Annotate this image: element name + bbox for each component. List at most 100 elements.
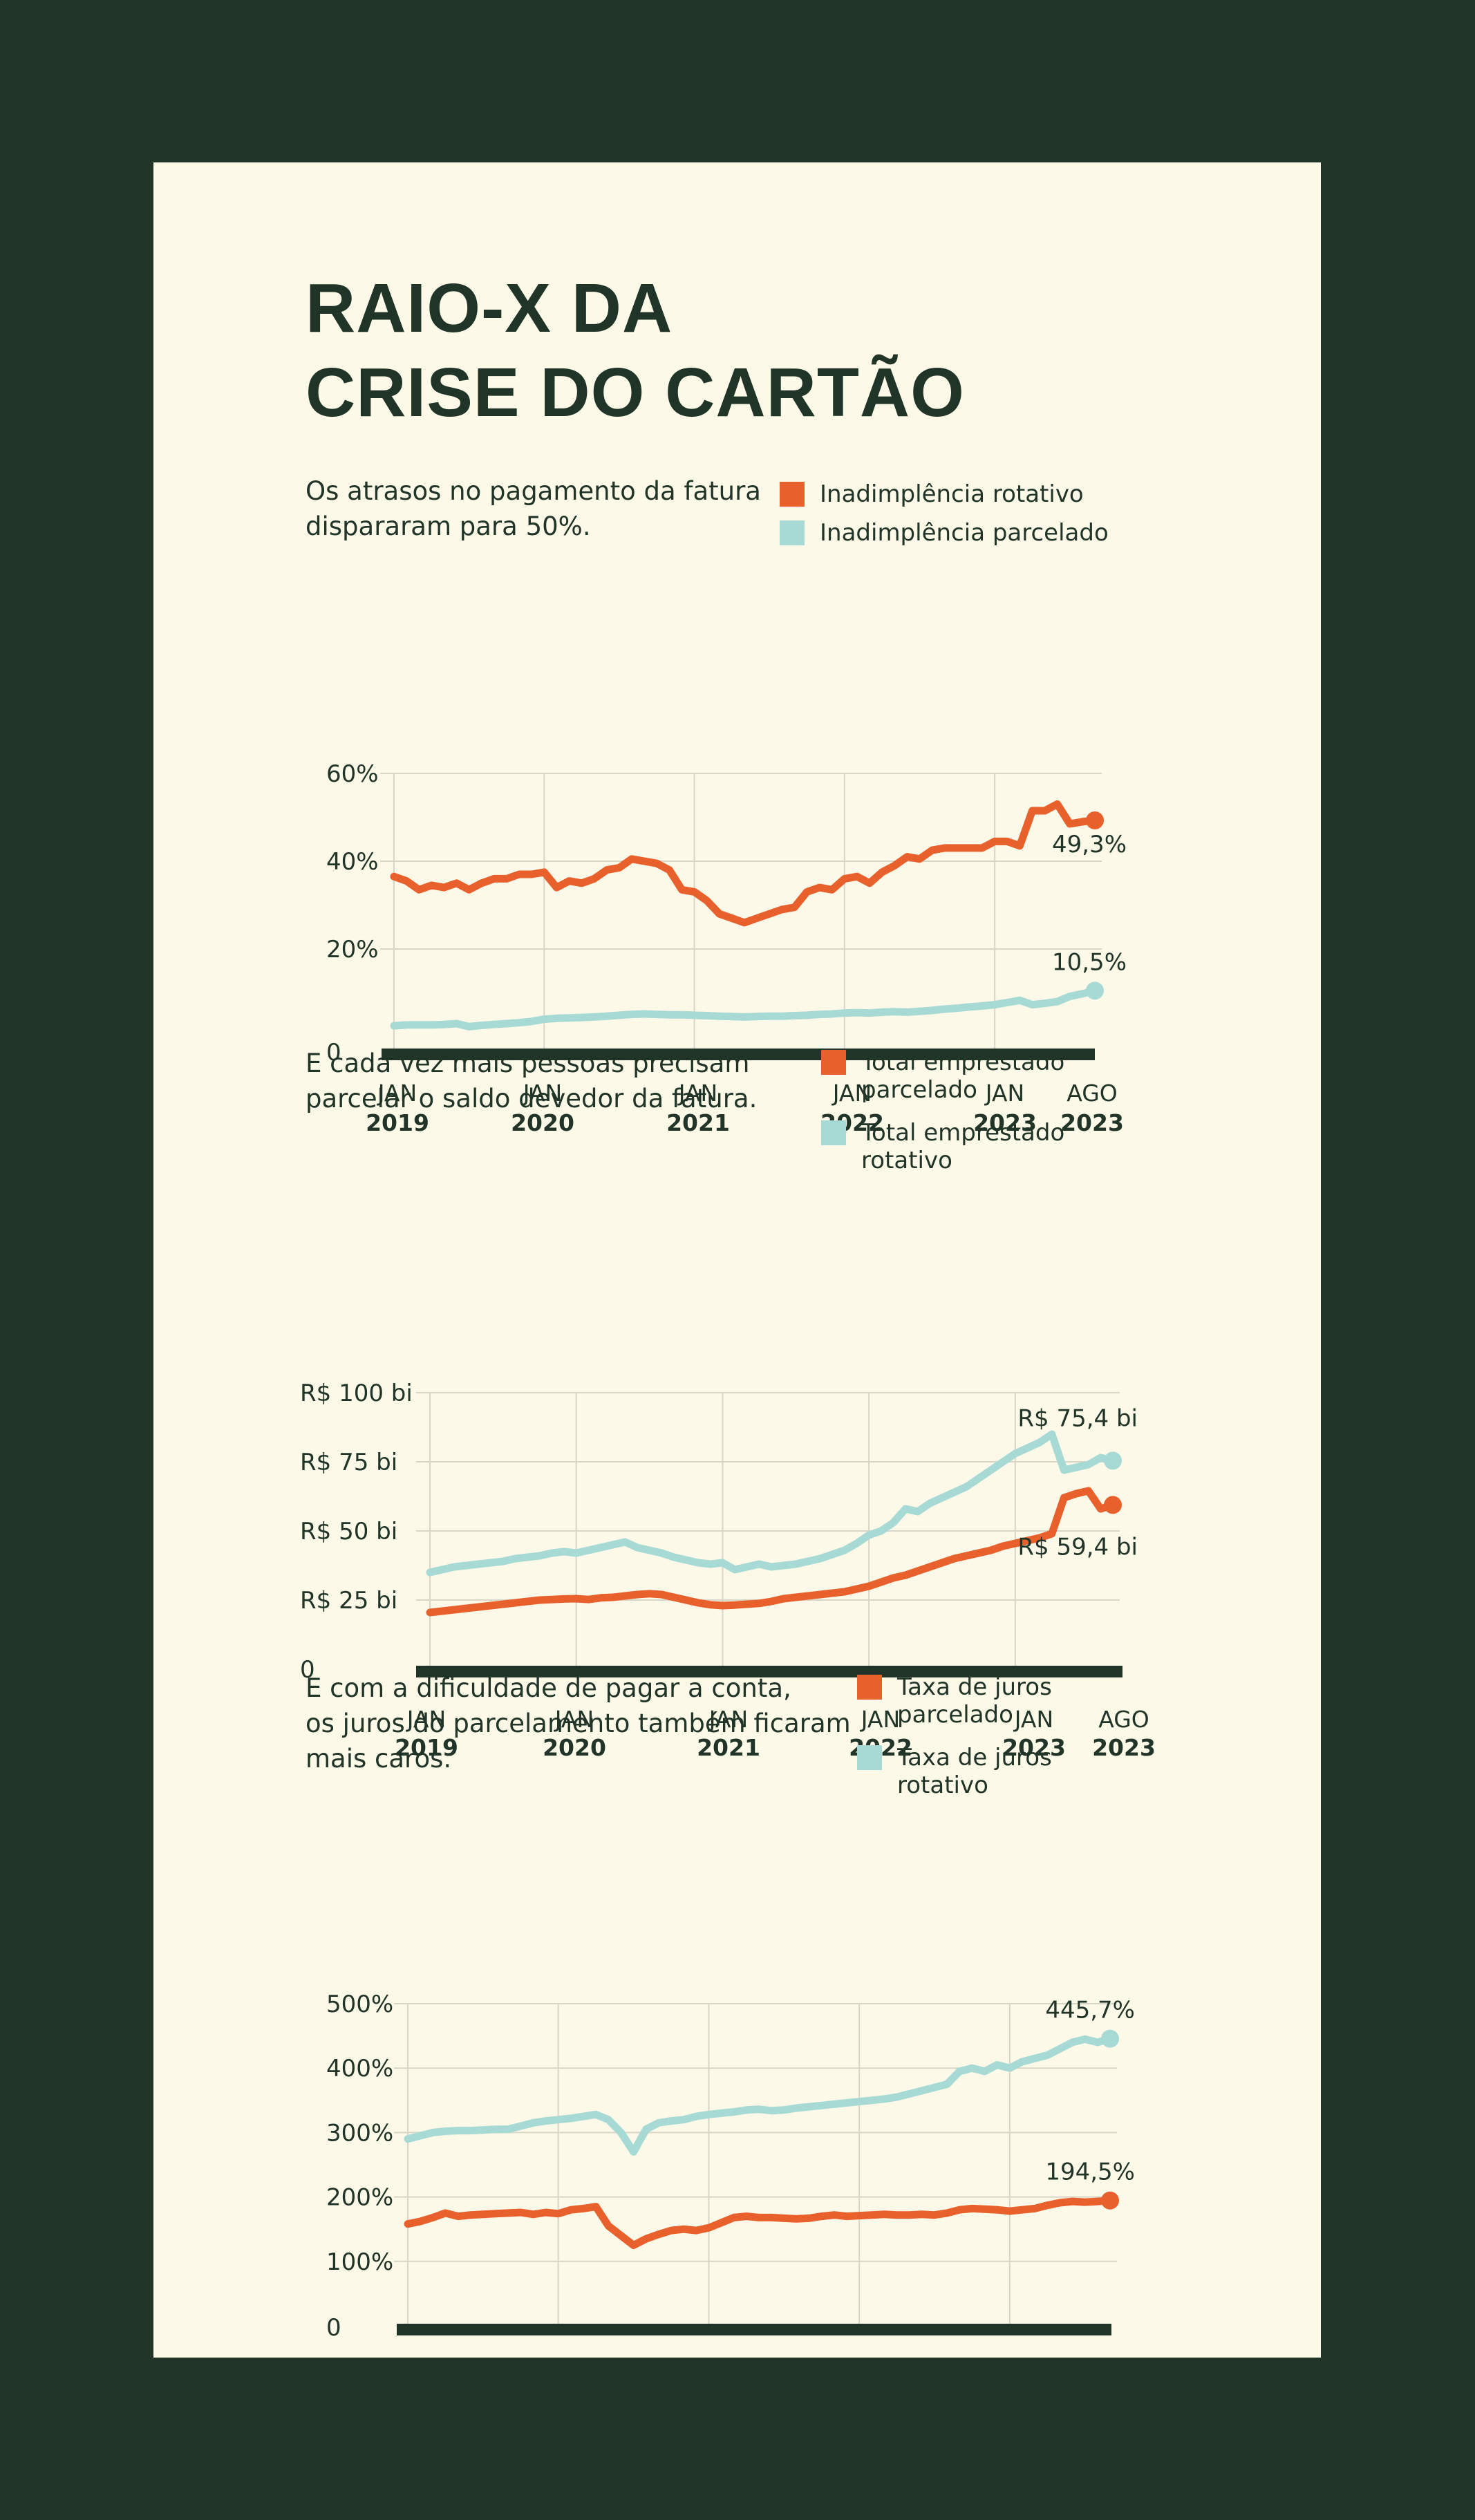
loan-volume-chart: 0 R$ 25 bi R$ 50 bi R$ 75 bi R$ 100 bi JAN 201… <box>153 1199 1321 1780</box>
panel1-legend: Inadimplência rotativo Inadimplência par… <box>780 480 1109 547</box>
end-value-label: R$ 59,4 bi <box>1017 1533 1138 1561</box>
x-tick-month: JAN <box>860 1706 900 1733</box>
x-tick-year: 2019 <box>395 1734 458 1761</box>
legend-swatch-teal <box>821 1120 846 1145</box>
legend-label: Taxa de juros <box>897 1744 1052 1771</box>
y-tick-label: 0 <box>326 2314 341 2342</box>
x-axis-baseline <box>397 2324 1111 2335</box>
end-value-label: 194,5% <box>1045 2159 1135 2186</box>
subtitle-line: E com a dificuldade de pagar a conta, <box>306 1673 791 1703</box>
series-line <box>404 2197 1114 2249</box>
delinquency-chart: 0 20% 40% 60% JAN 2019 JAN 2020 JAN 2021 JAN 2022 JA… <box>153 584 1321 1144</box>
y-tick-label: R$ 100 bi <box>300 1380 413 1407</box>
panel2-subtitle: E cada vez mais pessoas precisam parcela… <box>306 1046 757 1116</box>
interest-rate-chart: 0 100% 200% 300% 400% 500% JAN 2019 JAN 2020 JAN 20… <box>153 1821 1321 2429</box>
panel1-subtitle: Os atrasos no pagamento da fatura dispar… <box>306 473 761 544</box>
y-tick-label: 40% <box>326 848 379 876</box>
x-tick-month: AGO <box>1067 1080 1118 1107</box>
subtitle-line: parcelar o saldo devedor da fatura. <box>306 1084 758 1113</box>
legend-label: Total emprestado <box>861 1049 1065 1076</box>
x-tick-month: JAN <box>1013 1706 1053 1733</box>
x-tick-month: JAN <box>1004 2363 1044 2390</box>
legend-label: Total emprestado <box>861 1119 1065 1147</box>
legend-item: Taxa de juros rotativo <box>857 1744 1052 1799</box>
x-tick-year: 2023 <box>973 1109 1037 1136</box>
x-tick-year: 2020 <box>543 1734 606 1761</box>
legend-item: Inadimplência rotativo <box>780 480 1109 508</box>
y-tick-label: R$ 25 bi <box>300 1587 397 1615</box>
x-tick-month: JAN <box>708 1706 748 1733</box>
x-tick-year: 2022 <box>839 2391 903 2418</box>
y-tick-label: 200% <box>326 2184 393 2212</box>
series-end-point <box>1086 981 1104 1000</box>
x-tick-month: JAN <box>396 2363 436 2390</box>
x-tick-year: 2023 <box>993 2391 1056 2418</box>
x-tick-month: JAN <box>698 2363 738 2390</box>
x-tick-month: JAN <box>542 2363 582 2390</box>
y-tick-label: 0 <box>300 1656 315 1684</box>
x-tick-year: 2019 <box>366 1109 429 1136</box>
legend-item: Inadimplência parcelado <box>780 519 1109 547</box>
panel2-legend: Total emprestado parcelado Total emprest… <box>821 1049 1064 1174</box>
y-tick-label: 20% <box>326 936 379 963</box>
x-tick-year: 2021 <box>697 1734 760 1761</box>
series-end-point <box>1086 811 1104 829</box>
series-end-point <box>1101 2029 1119 2048</box>
end-value-label: 445,7% <box>1045 1997 1135 2024</box>
series-line <box>426 1430 1117 1577</box>
subtitle-line: os juros do parcelamento também ficaram <box>306 1709 851 1738</box>
x-tick-month: JAN <box>554 1706 594 1733</box>
page-title: RAIO-X DA CRISE DO CARTÃO <box>306 266 965 435</box>
y-tick-label: R$ 75 bi <box>300 1449 397 1476</box>
panel3-legend: Taxa de juros parcelado Taxa de juros ro… <box>857 1673 1052 1799</box>
chart-svg: 020%40%60%JAN2019JAN2020JAN2021JAN2022JA… <box>326 760 1127 1136</box>
series-line <box>404 2035 1114 2156</box>
x-tick-year: 2019 <box>385 2391 449 2418</box>
x-tick-month: JAN <box>832 1080 872 1107</box>
legend-label: Inadimplência rotativo <box>820 480 1084 508</box>
x-tick-month: JAN <box>984 1080 1024 1107</box>
legend-label: parcelado <box>897 1701 1013 1729</box>
series-end-point <box>1104 1496 1122 1514</box>
x-tick-year: 2023 <box>1002 1734 1066 1761</box>
end-value-label: 10,5% <box>1052 948 1127 976</box>
legend-item: Total emprestado parcelado <box>821 1049 1064 1104</box>
legend-label: rotativo <box>861 1147 952 1174</box>
series-line <box>390 800 1099 927</box>
y-tick-label: 500% <box>326 1991 393 2018</box>
legend-swatch-orange <box>821 1050 846 1075</box>
y-tick-label: 400% <box>326 2055 393 2082</box>
legend-swatch-teal <box>780 520 805 545</box>
y-tick-label: R$ 50 bi <box>300 1518 397 1545</box>
infographic-card: RAIO-X DA CRISE DO CARTÃO Os atrasos no … <box>153 162 1321 2418</box>
end-value-label: R$ 75,4 bi <box>1017 1404 1138 1432</box>
series-line <box>390 986 1099 1031</box>
series-end-point <box>1101 2191 1119 2210</box>
legend-item: Taxa de juros parcelado <box>857 1673 1052 1729</box>
x-tick-year: 2023 <box>1077 2391 1140 2418</box>
panel3-subtitle: E com a dificuldade de pagar a conta, os… <box>306 1671 851 1776</box>
x-tick-year: 2021 <box>666 1109 730 1136</box>
legend-swatch-orange <box>857 1675 882 1700</box>
chart-svg: 0R$ 25 biR$ 50 biR$ 75 biR$ 100 biJAN201… <box>300 1380 1156 1761</box>
x-tick-month: JAN <box>406 1706 446 1733</box>
x-axis-baseline <box>416 1666 1122 1677</box>
legend-label: Taxa de juros <box>897 1673 1052 1701</box>
x-tick-year: 2020 <box>511 1109 574 1136</box>
legend-label: parcelado <box>861 1076 977 1104</box>
legend-label: Inadimplência parcelado <box>820 519 1109 547</box>
x-axis-baseline <box>382 1049 1095 1060</box>
legend-swatch-teal <box>857 1745 882 1770</box>
series-line <box>426 1487 1117 1617</box>
legend-item: Total emprestado rotativo <box>821 1119 1064 1174</box>
y-tick-label: 0 <box>326 1039 341 1066</box>
y-tick-label: 300% <box>326 2119 393 2147</box>
end-value-label: 49,3% <box>1052 831 1127 858</box>
series-end-point <box>1104 1451 1122 1470</box>
y-tick-label: 100% <box>326 2248 393 2276</box>
subtitle-line: E cada vez mais pessoas precisam <box>306 1049 750 1078</box>
title-line: CRISE DO CARTÃO <box>306 354 965 431</box>
x-tick-year: 2020 <box>531 2391 594 2418</box>
x-tick-month: AGO <box>1083 2363 1134 2390</box>
legend-swatch-orange <box>780 482 805 507</box>
